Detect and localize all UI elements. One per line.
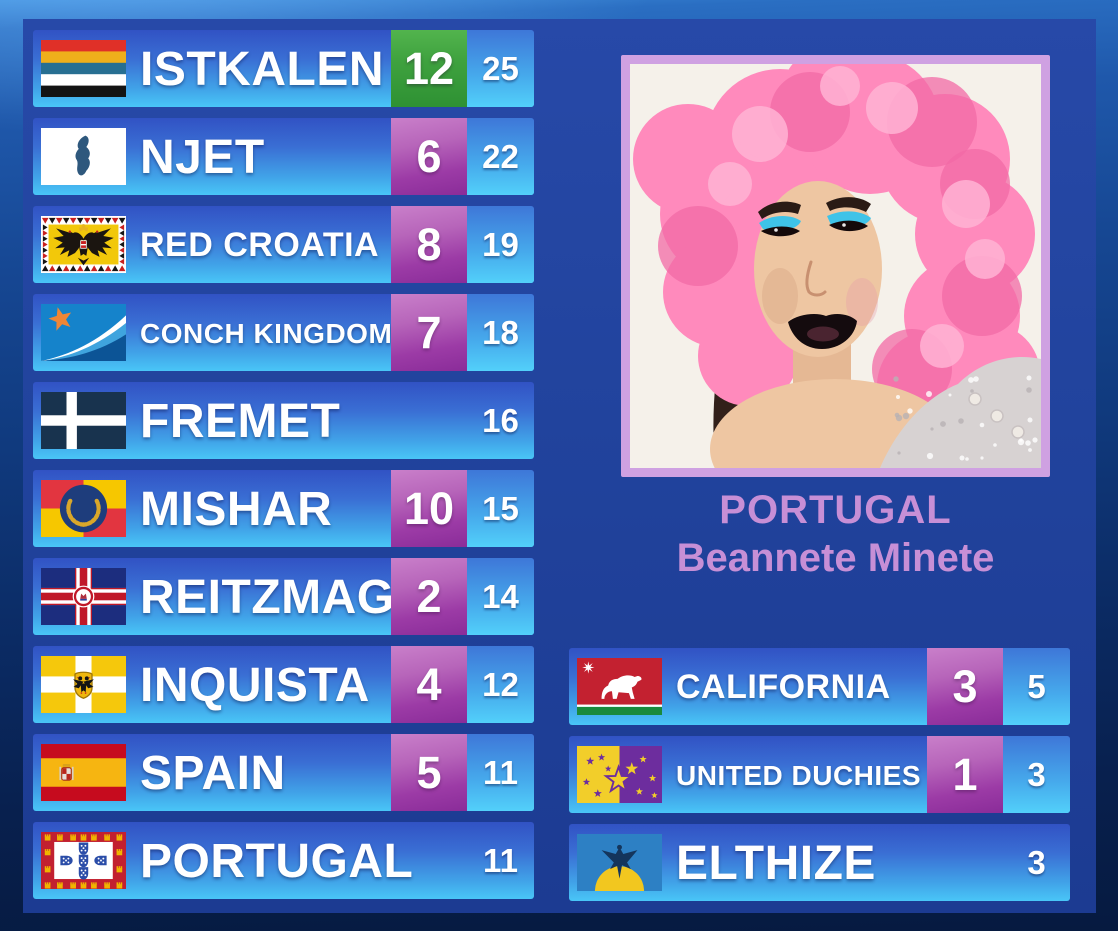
total-points-cell: 3	[1003, 736, 1070, 813]
red-croatia-flag	[41, 216, 126, 273]
points-awarded-value: 6	[416, 131, 441, 183]
total-points-value: 15	[482, 490, 519, 528]
points-awarded-value: 10	[404, 483, 454, 535]
points-awarded-value: 2	[416, 571, 441, 623]
points-awarded-box: 8	[391, 206, 467, 283]
points-awarded-value: 1	[952, 749, 977, 801]
total-points-cell: 18	[467, 294, 534, 371]
points-awarded-value: 12	[404, 43, 454, 95]
points-awarded-value: 8	[416, 219, 441, 271]
elthize-flag	[577, 834, 662, 891]
total-points-cell: 25	[467, 30, 534, 107]
total-points-value: 5	[1027, 668, 1045, 706]
total-points-cell: 22	[467, 118, 534, 195]
inquista-flag	[41, 656, 126, 713]
total-points-cell: 19	[467, 206, 534, 283]
total-points-cell: 14	[467, 558, 534, 635]
score-row-portugal: PORTUGAL 11	[33, 822, 534, 899]
total-points-value: 25	[482, 50, 519, 88]
total-points-value: 3	[1027, 844, 1045, 882]
country-name: REITZMAG	[140, 558, 395, 635]
country-name: INQUISTA	[140, 646, 370, 723]
country-name: PORTUGAL	[140, 822, 413, 899]
country-name: CALIFORNIA	[676, 648, 891, 725]
total-points-cell: 16	[467, 382, 534, 459]
country-name: MISHAR	[140, 470, 332, 547]
spain-flag	[41, 744, 126, 801]
entry-photo-card	[621, 55, 1050, 477]
entry-country-label: PORTUGAL	[621, 486, 1050, 534]
score-row-mishar: MISHAR 10 15	[33, 470, 534, 547]
country-name: SPAIN	[140, 734, 286, 811]
portugal-flag	[41, 832, 126, 889]
total-points-value: 18	[482, 314, 519, 352]
total-points-value: 16	[482, 402, 519, 440]
points-awarded-box: 3	[927, 648, 1003, 725]
score-row-fremet: FREMET 16	[33, 382, 534, 459]
country-name: FREMET	[140, 382, 340, 459]
scoreboard-frame: ISTKALEN 12 25 NJET 6 22 RED CROATIA 8 19 CONC…	[23, 19, 1096, 913]
country-name: NJET	[140, 118, 265, 195]
score-row-california: CALIFORNIA 3 5	[569, 648, 1070, 725]
portugal-entry-photo	[630, 64, 1041, 468]
points-awarded-box: 1	[927, 736, 1003, 813]
total-points-cell: 11	[467, 734, 534, 811]
points-awarded-box: 4	[391, 646, 467, 723]
points-awarded-box: 7	[391, 294, 467, 371]
total-points-cell: 15	[467, 470, 534, 547]
total-points-cell: 5	[1003, 648, 1070, 725]
points-awarded-box: 12	[391, 30, 467, 107]
points-awarded-value: 5	[416, 747, 441, 799]
score-row-united-duchies: UNITED DUCHIES 1 3	[569, 736, 1070, 813]
total-points-cell: 11	[467, 822, 534, 899]
entry-caption: PORTUGAL Beannete Minete	[621, 486, 1050, 582]
fremet-flag	[41, 392, 126, 449]
score-row-njet: NJET 6 22	[33, 118, 534, 195]
conch-kingdom-flag	[41, 304, 126, 361]
entry-artist-label: Beannete Minete	[621, 534, 1050, 582]
score-row-red-croatia: RED CROATIA 8 19	[33, 206, 534, 283]
total-points-cell: 12	[467, 646, 534, 723]
country-name: ISTKALEN	[140, 30, 384, 107]
points-awarded-value: 3	[952, 661, 977, 713]
points-awarded-value: 7	[416, 307, 441, 359]
score-row-istkalen: ISTKALEN 12 25	[33, 30, 534, 107]
points-awarded-box: 6	[391, 118, 467, 195]
total-points-value: 11	[483, 754, 518, 792]
points-awarded-box: 5	[391, 734, 467, 811]
mishar-flag	[41, 480, 126, 537]
total-points-value: 12	[482, 666, 519, 704]
points-awarded-box: 10	[391, 470, 467, 547]
points-awarded-box: 2	[391, 558, 467, 635]
total-points-value: 11	[483, 842, 518, 880]
country-name: CONCH KINGDOM	[140, 294, 392, 371]
score-row-reitzmag: REITZMAG 2 14	[33, 558, 534, 635]
total-points-cell: 3	[1003, 824, 1070, 901]
total-points-value: 14	[482, 578, 519, 616]
istkalen-flag	[41, 40, 126, 97]
california-flag	[577, 658, 662, 715]
score-row-conch-kingdom: CONCH KINGDOM 7 18	[33, 294, 534, 371]
total-points-value: 19	[482, 226, 519, 264]
njet-flag	[41, 128, 126, 185]
total-points-value: 3	[1027, 756, 1045, 794]
points-awarded-value: 4	[416, 659, 441, 711]
reitzmag-flag	[41, 568, 126, 625]
country-name: ELTHIZE	[676, 824, 876, 901]
score-row-inquista: INQUISTA 4 12	[33, 646, 534, 723]
united-duchies-flag	[577, 746, 662, 803]
total-points-value: 22	[482, 138, 519, 176]
score-row-spain: SPAIN 5 11	[33, 734, 534, 811]
score-row-elthize: ELTHIZE 3	[569, 824, 1070, 901]
country-name: RED CROATIA	[140, 206, 379, 283]
country-name: UNITED DUCHIES	[676, 736, 921, 813]
